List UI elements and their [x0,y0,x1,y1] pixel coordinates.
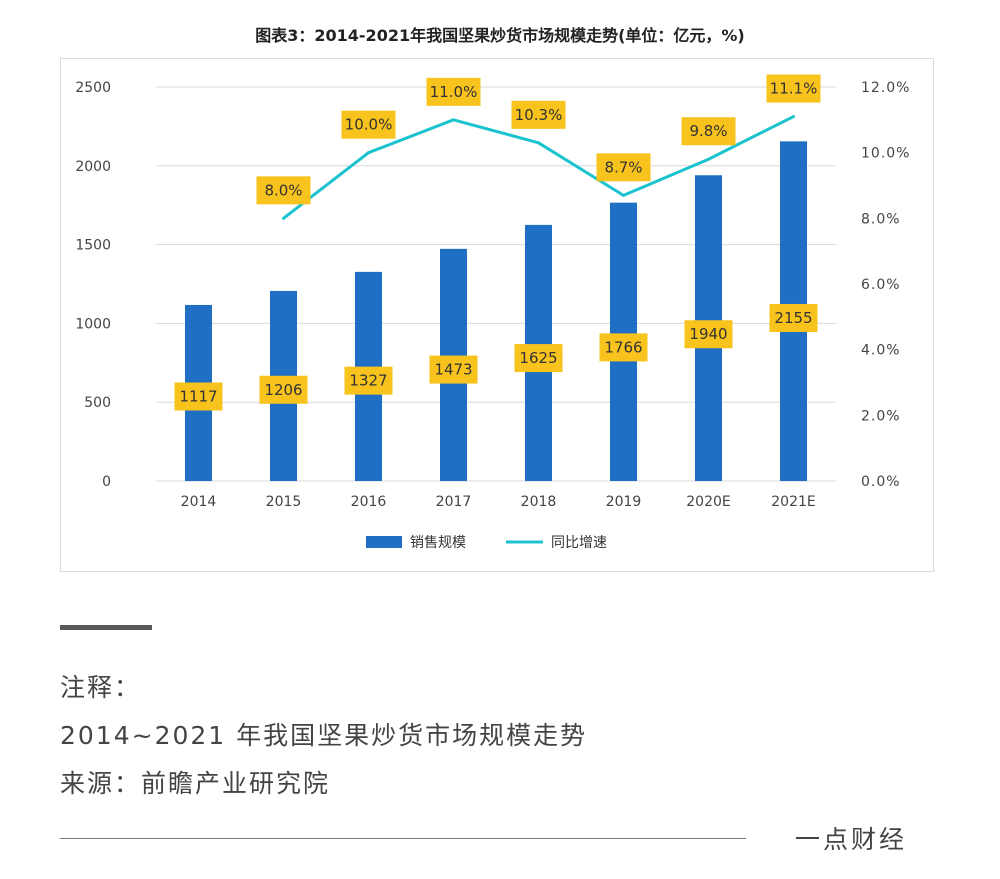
line-point [452,118,455,122]
line-data-label-bg [511,100,566,129]
bar-data-label-bg [174,382,223,411]
bar-data-label: 1625 [519,349,557,367]
bar-data-label: 1473 [434,361,472,379]
line-data-label-bg [681,117,736,146]
right-axis-tick: 10.0% [861,146,910,162]
x-axis-tick: 2015 [266,494,302,510]
legend-label-line: 同比增速 [551,535,607,551]
right-axis-tick: 0.0% [861,474,901,490]
bar-data-label-bg [769,303,818,332]
line-data-label: 11.1% [770,80,818,98]
left-axis-tick: 1000 [75,316,111,332]
x-axis-tick: 2014 [181,494,217,510]
line-data-label: 11.0% [430,83,478,101]
right-axis-tick: 4.0% [861,343,901,359]
x-axis-tick: 2020E [686,494,730,510]
line-data-label-bg [341,110,396,139]
section-divider [60,625,152,630]
x-axis-tick: 2017 [436,494,472,510]
line-data-label: 8.0% [264,181,302,199]
left-axis-tick: 2000 [75,159,111,175]
bar-data-label-bg [429,355,478,384]
note-label: 注释： [60,673,142,702]
bar-data-label: 1940 [689,325,727,343]
bar-data-label: 1117 [179,388,217,406]
x-axis-tick: 2021E [771,494,815,510]
brand-name: 一点财经 [795,825,908,854]
line-data-label: 9.8% [689,122,727,140]
bar-data-label: 1327 [349,372,387,390]
line-data-label-bg [596,153,651,182]
x-axis-tick: 2016 [351,494,387,510]
bar-data-label-bg [344,366,393,395]
x-axis-tick: 2019 [606,494,642,510]
note-text: 2014~2021 年我国坚果炒货市场规模走势 [60,721,588,750]
right-axis-tick: 8.0% [861,211,901,227]
line-point [622,193,625,197]
bar-data-label: 1766 [604,338,642,356]
line-data-label-bg [256,176,311,205]
line-data-label: 10.3% [515,106,563,124]
line-point [792,115,795,119]
line-point [707,157,710,161]
left-axis-tick: 500 [84,395,111,411]
right-axis-tick: 2.0% [861,408,901,424]
right-axis-tick: 12.0% [861,80,910,96]
bar-data-label-bg [259,375,308,404]
x-axis-tick: 2018 [521,494,557,510]
bar-data-label-bg [684,320,733,349]
combo-chart: 0 500 1000 1500 2000 2500 0.0% 2.0% 4.0% 6.0% 8.0… [75,74,910,551]
left-axis-tick: 2500 [75,80,111,96]
line-data-label: 10.0% [345,116,393,134]
line-point [537,141,540,145]
line-point [367,151,370,155]
line-data-label-bg [426,77,481,106]
chart-area: 0 500 1000 1500 2000 2500 0.0% 2.0% 4.0% 6.0% 8.0… [60,58,934,572]
note-source: 来源：前瞻产业研究院 [60,769,331,798]
footer-divider [60,838,746,839]
legend-swatch-bar [366,536,402,548]
bar-data-label-bg [599,333,648,362]
line-data-label: 8.7% [604,158,642,176]
right-axis-tick: 6.0% [861,277,901,293]
left-axis-tick: 1500 [75,238,111,254]
chart-title: 图表3：2014-2021年我国坚果炒货市场规模走势(单位：亿元，%) [255,26,745,45]
line-data-label-bg [766,74,821,103]
left-axis-tick: 0 [102,474,111,490]
bar-data-label: 2155 [774,309,812,327]
bar-data-label-bg [514,344,563,373]
line-point [282,216,285,220]
legend-label-bar: 销售规模 [410,535,466,551]
bar-data-label: 1206 [264,381,302,399]
